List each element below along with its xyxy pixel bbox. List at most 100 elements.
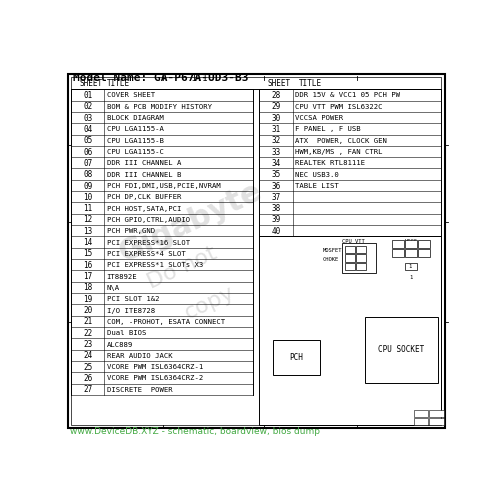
Bar <box>405 250 416 257</box>
Text: NEC USB3.0: NEC USB3.0 <box>295 172 339 177</box>
Text: 34: 34 <box>272 159 280 168</box>
Text: 27: 27 <box>83 386 92 394</box>
Bar <box>356 254 366 262</box>
Text: www.DeviceDB.XYZ - schematic, boardview, bios dump: www.DeviceDB.XYZ - schematic, boardview,… <box>70 427 320 436</box>
Bar <box>429 410 444 418</box>
Text: 02: 02 <box>83 102 92 112</box>
Text: 07: 07 <box>83 159 92 168</box>
Bar <box>392 240 404 248</box>
Text: 03: 03 <box>83 114 92 122</box>
Text: CPU SOCKET: CPU SOCKET <box>378 346 424 354</box>
Text: 12: 12 <box>83 216 92 224</box>
Text: I/O ITE8728: I/O ITE8728 <box>106 308 155 314</box>
Text: N\A: N\A <box>106 285 120 291</box>
Text: REALTEK RTL8111E: REALTEK RTL8111E <box>295 160 365 166</box>
Bar <box>392 250 404 257</box>
Text: Model Name: GA-P67A-UD3-B3: Model Name: GA-P67A-UD3-B3 <box>74 73 249 83</box>
Bar <box>365 317 438 382</box>
Text: 19: 19 <box>83 294 92 304</box>
Text: PCH GPIO,CTRL,AUDIO: PCH GPIO,CTRL,AUDIO <box>106 217 190 223</box>
Bar <box>429 418 444 425</box>
Text: F PANEL , F USB: F PANEL , F USB <box>295 126 360 132</box>
Text: 37: 37 <box>272 193 280 202</box>
Bar <box>344 254 354 262</box>
Bar <box>344 262 354 270</box>
Text: 25: 25 <box>83 362 92 372</box>
Text: Dual BIOS: Dual BIOS <box>106 330 146 336</box>
Text: TITLE: TITLE <box>106 80 130 88</box>
Bar <box>405 240 416 248</box>
Text: ATX  POWER, CLOCK GEN: ATX POWER, CLOCK GEN <box>295 138 387 144</box>
Text: 14: 14 <box>83 238 92 247</box>
Text: CPU LGA1155-B: CPU LGA1155-B <box>106 138 164 144</box>
Text: PCI EXPRESS*4 SLOT: PCI EXPRESS*4 SLOT <box>106 251 186 257</box>
Text: 1: 1 <box>410 275 413 280</box>
Text: 17: 17 <box>83 272 92 281</box>
Text: 08: 08 <box>83 170 92 179</box>
Text: CPU VTT PWM ISL6322C: CPU VTT PWM ISL6322C <box>295 104 382 110</box>
Bar <box>414 410 428 418</box>
Bar <box>356 246 366 254</box>
Text: 15: 15 <box>83 250 92 258</box>
Bar <box>260 236 442 425</box>
Bar <box>274 340 320 375</box>
Text: 05: 05 <box>83 136 92 145</box>
Text: DDR III CHANNEL A: DDR III CHANNEL A <box>106 160 181 166</box>
Text: 21: 21 <box>83 318 92 326</box>
Text: CPU VTT: CPU VTT <box>342 238 364 244</box>
Text: 16: 16 <box>83 261 92 270</box>
Text: CPU LGA1155-C: CPU LGA1155-C <box>106 149 164 155</box>
Text: PCH DP,CLK BUFFER: PCH DP,CLK BUFFER <box>106 194 181 200</box>
Text: 11: 11 <box>83 204 92 213</box>
Text: PCI EXPRESS*16 SLOT: PCI EXPRESS*16 SLOT <box>106 240 190 246</box>
Text: 10: 10 <box>83 193 92 202</box>
Text: 32: 32 <box>272 136 280 145</box>
Text: 39: 39 <box>272 216 280 224</box>
Text: DDR III CHANNEL B: DDR III CHANNEL B <box>106 172 181 177</box>
Text: 13: 13 <box>83 227 92 236</box>
Text: 38: 38 <box>272 204 280 213</box>
Bar <box>418 250 430 257</box>
Text: REAR AUDIO JACK: REAR AUDIO JACK <box>106 353 172 359</box>
Bar <box>342 244 376 272</box>
Text: DDR 15V & VCC1 05 PCH PW: DDR 15V & VCC1 05 PCH PW <box>295 92 400 98</box>
Text: PCI EXPRESS*1 SLOTs X3: PCI EXPRESS*1 SLOTs X3 <box>106 262 203 268</box>
Bar <box>344 246 354 254</box>
Text: MOSFET: MOSFET <box>323 248 342 253</box>
Text: VCORE PWM ISL6364CRZ-2: VCORE PWM ISL6364CRZ-2 <box>106 376 203 382</box>
Text: PCH FDI,DMI,USB,PCIE,NVRAM: PCH FDI,DMI,USB,PCIE,NVRAM <box>106 183 220 189</box>
Text: 26: 26 <box>83 374 92 383</box>
Text: BLOCK DIAGRAM: BLOCK DIAGRAM <box>106 115 164 121</box>
Text: VCORE PWM ISL6364CRZ-1: VCORE PWM ISL6364CRZ-1 <box>106 364 203 370</box>
Text: PCI SLOT 1&2: PCI SLOT 1&2 <box>106 296 159 302</box>
Text: 09: 09 <box>83 182 92 190</box>
Text: SHEET: SHEET <box>268 80 291 88</box>
Text: 40: 40 <box>272 227 280 236</box>
Text: 22: 22 <box>83 328 92 338</box>
Text: PCH PWR,GND: PCH PWR,GND <box>106 228 155 234</box>
Text: 24: 24 <box>83 352 92 360</box>
Text: SHEET: SHEET <box>80 80 102 88</box>
Text: IT8892E: IT8892E <box>106 274 138 280</box>
Text: 1.1: 1.1 <box>186 74 208 83</box>
Text: 33: 33 <box>272 148 280 156</box>
Bar <box>405 262 416 270</box>
Text: 1: 1 <box>408 264 412 269</box>
Text: HWM,KB/MS , FAN CTRL: HWM,KB/MS , FAN CTRL <box>295 149 382 155</box>
Bar <box>418 240 430 248</box>
Text: DISCRETE  POWER: DISCRETE POWER <box>106 387 172 393</box>
Text: 23: 23 <box>83 340 92 349</box>
Text: 28: 28 <box>272 91 280 100</box>
Text: 29: 29 <box>272 102 280 112</box>
Text: 36: 36 <box>272 182 280 190</box>
Text: 31: 31 <box>272 125 280 134</box>
Text: 35: 35 <box>272 170 280 179</box>
Text: ALC889: ALC889 <box>106 342 133 347</box>
Text: 30: 30 <box>272 114 280 122</box>
Text: copy: copy <box>182 282 238 323</box>
Text: Gigabyte: Gigabyte <box>114 176 266 268</box>
Text: 04: 04 <box>83 125 92 134</box>
Text: 01: 01 <box>83 91 92 100</box>
Text: BOM & PCB MODIFY HISTORY: BOM & PCB MODIFY HISTORY <box>106 104 212 110</box>
Text: TABLE LIST: TABLE LIST <box>295 183 339 189</box>
